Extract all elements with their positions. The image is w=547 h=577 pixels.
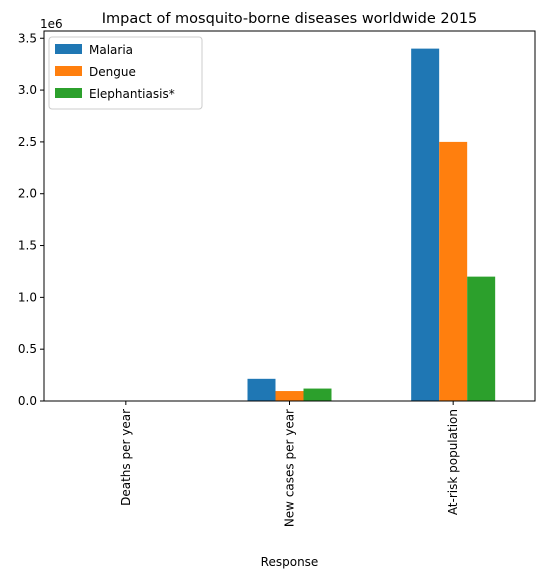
legend-label: Elephantiasis* — [89, 87, 175, 101]
x-tick-label: At-risk population — [446, 409, 460, 515]
bar-malaria-2 — [411, 48, 440, 402]
legend-box — [48, 36, 203, 110]
y-tick-label: 1.0 — [18, 290, 37, 304]
y-tick-label: 3.0 — [18, 83, 37, 97]
y-tick-label: 1.5 — [18, 239, 37, 253]
y-tick-label: 0.0 — [18, 394, 37, 408]
y-tick-label: 2.0 — [18, 187, 37, 201]
y-tick-label: 2.5 — [18, 135, 37, 149]
bar-malaria-1 — [247, 378, 276, 401]
x-tick-label: New cases per year — [283, 409, 297, 527]
y-offset-label: 1e6 — [40, 17, 63, 31]
bar-dengue-1 — [275, 391, 304, 401]
bar-dengue-2 — [439, 141, 468, 401]
x-axis-label: Response — [261, 555, 319, 569]
legend-label: Dengue — [89, 65, 136, 79]
axes-layer: 0.0 0.5 1.0 1.5 2.0 2.5 3.0 3.5 Deaths per year N… — [18, 30, 536, 527]
legend-label: Malaria — [89, 43, 133, 57]
legend-swatch — [55, 88, 82, 98]
y-tick-label: 0.5 — [18, 342, 37, 356]
x-tick-label: Deaths per year — [119, 409, 133, 506]
bar-elephantiasis-1 — [303, 388, 332, 401]
legend: Malaria Dengue Elephantiasis* — [48, 36, 203, 110]
legend-swatch — [55, 44, 82, 54]
legend-swatch — [55, 66, 82, 76]
bars-layer — [83, 48, 496, 402]
chart-title: Impact of mosquito-borne diseases worldw… — [102, 11, 478, 27]
y-tick-label: 3.5 — [18, 31, 37, 45]
bar-elephantiasis-2 — [467, 276, 496, 401]
